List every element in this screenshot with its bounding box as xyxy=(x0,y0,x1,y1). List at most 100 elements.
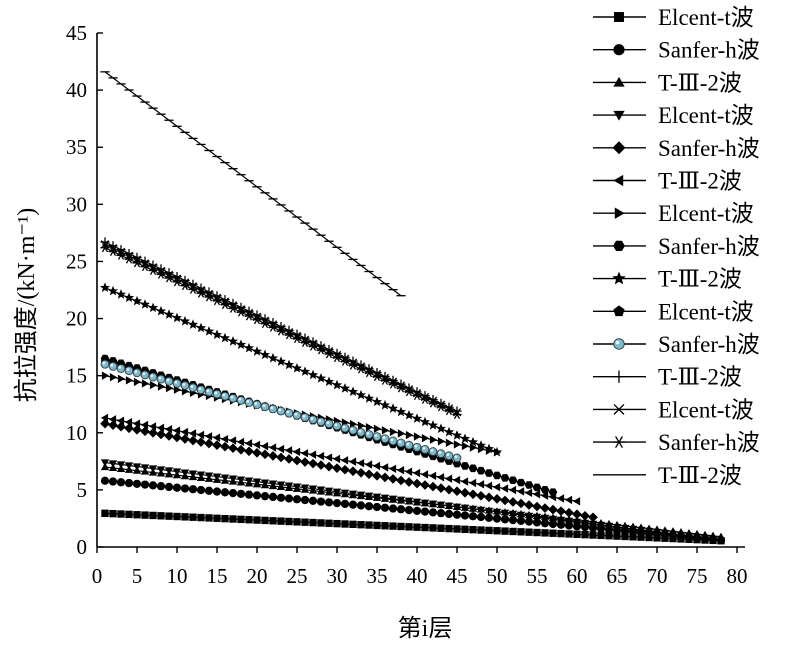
series-6-point-33 xyxy=(356,458,365,468)
legend-label-5: Sanfer-h波 xyxy=(658,136,760,161)
legend-label-14: Sanfer-h波 xyxy=(658,430,760,455)
series-7-point-8 xyxy=(157,382,166,391)
series-7-point-6 xyxy=(141,379,150,388)
series-2-point-16 xyxy=(220,488,230,497)
series-5-point-35 xyxy=(372,471,382,481)
series-4-point-19 xyxy=(244,477,254,485)
series-1-point-30 xyxy=(333,519,341,528)
y-tick-label-30: 30 xyxy=(66,192,87,216)
series-2 xyxy=(100,476,726,545)
series-4-point-44 xyxy=(444,502,454,510)
series-11-point-12 xyxy=(188,383,198,393)
series-6-point-9 xyxy=(164,425,173,434)
series-1-point-53 xyxy=(517,528,525,536)
series-5-point-20 xyxy=(252,447,262,458)
series-2-point-2 xyxy=(108,477,118,486)
series-6-point-35 xyxy=(372,461,381,471)
series-9-point-24 xyxy=(283,359,295,370)
x-tick-labels: 0 5 10 15 20 25 30 35 40 45 50 55 60 65 70 75 80 xyxy=(92,564,748,588)
series-1-point-1 xyxy=(101,509,109,517)
x-tick-label-5: 5 xyxy=(132,564,143,588)
series-1-point-69 xyxy=(645,533,653,542)
series-8-point-50 xyxy=(492,471,502,480)
legend-marker-10 xyxy=(613,305,625,317)
legend-entry-3: T-Ⅲ-2波 xyxy=(593,70,742,95)
series-7-point-41 xyxy=(421,433,430,443)
series-11-point-5 xyxy=(132,368,142,378)
series-5-point-4 xyxy=(124,423,134,434)
series-9-point-4 xyxy=(123,292,135,303)
series-5-point-47 xyxy=(468,489,478,500)
series-2-point-32 xyxy=(348,500,358,509)
series-11-point-22 xyxy=(268,404,278,414)
series-14-point-3 xyxy=(116,250,126,260)
series-9-point-36 xyxy=(379,399,391,410)
series-14-point-43 xyxy=(436,402,446,412)
series-11-point-23 xyxy=(276,406,286,416)
y-tick-label-15: 15 xyxy=(66,364,87,388)
series-4-point-74 xyxy=(684,532,694,541)
series-9-point-45 xyxy=(451,430,463,440)
series-5-point-7 xyxy=(148,428,158,438)
series-5-point-24 xyxy=(284,454,294,464)
y-tick-label-0: 0 xyxy=(77,535,88,559)
series-2-point-60 xyxy=(572,522,582,531)
series-11-point-41 xyxy=(420,445,430,454)
series-5-point-16 xyxy=(220,441,230,452)
series-9-point-10 xyxy=(171,312,183,323)
legend-marker-1 xyxy=(614,12,624,22)
series-4-point-11 xyxy=(180,469,190,477)
series-1-point-46 xyxy=(461,525,469,534)
series-2-point-21 xyxy=(260,492,270,501)
series-4-point-16 xyxy=(220,474,230,482)
series-1-point-61 xyxy=(581,530,589,539)
series-4-point-48 xyxy=(476,506,486,514)
series-6-point-20 xyxy=(252,440,261,449)
series-2-point-50 xyxy=(492,514,502,523)
series-14-point-4 xyxy=(124,254,134,264)
series-14-point-13 xyxy=(196,288,206,298)
series-6-point-4 xyxy=(124,417,133,427)
series-2-point-56 xyxy=(540,519,550,528)
series-14 xyxy=(100,243,462,419)
series-11-point-33 xyxy=(356,428,366,437)
series-5-point-38 xyxy=(396,475,406,486)
legend-label-11: Sanfer-h波 xyxy=(658,332,760,357)
series-6-point-28 xyxy=(316,451,325,461)
legend-label-2: Sanfer-h波 xyxy=(658,38,760,63)
series-2-point-30 xyxy=(332,498,342,508)
series-9-point-27 xyxy=(307,369,319,380)
series-4-point-9 xyxy=(164,467,174,475)
series-2-point-7 xyxy=(148,481,158,490)
series-1-point-39 xyxy=(405,523,413,531)
series-5-point-58 xyxy=(556,506,566,516)
series-1-point-47 xyxy=(469,526,477,534)
x-tick-label-25: 25 xyxy=(287,564,308,588)
series-4-point-61 xyxy=(580,519,590,528)
series-9-point-18 xyxy=(235,339,247,350)
legend-marker-6 xyxy=(613,174,624,187)
series-6-point-2 xyxy=(108,415,117,424)
legend-label-4: Elcent-t波 xyxy=(658,103,754,128)
series-9-point-47 xyxy=(467,436,479,447)
series-7-point-2 xyxy=(109,373,118,382)
series-6-point-1 xyxy=(100,413,109,423)
x-tick-label-15: 15 xyxy=(207,564,228,588)
series-5-point-46 xyxy=(460,487,470,498)
series-14-point-31 xyxy=(340,356,350,366)
series-9-point-8 xyxy=(155,305,167,316)
legend-entry-4: Elcent-t波 xyxy=(593,103,754,128)
series-11-point-42 xyxy=(428,447,438,456)
series-11-point-34 xyxy=(364,430,374,439)
series-5-point-3 xyxy=(116,421,126,432)
series-5-point-48 xyxy=(476,490,486,501)
series-1-point-45 xyxy=(453,525,461,533)
series-9-point-50 xyxy=(491,446,503,457)
series-4-point-36 xyxy=(380,494,390,502)
series-5-point-19 xyxy=(244,446,254,457)
series-6-point-24 xyxy=(284,446,293,455)
x-tick-label-35: 35 xyxy=(367,564,388,588)
series-5-point-28 xyxy=(316,460,326,470)
series-1-point-48 xyxy=(477,526,485,534)
legend-marker-9 xyxy=(612,271,626,285)
